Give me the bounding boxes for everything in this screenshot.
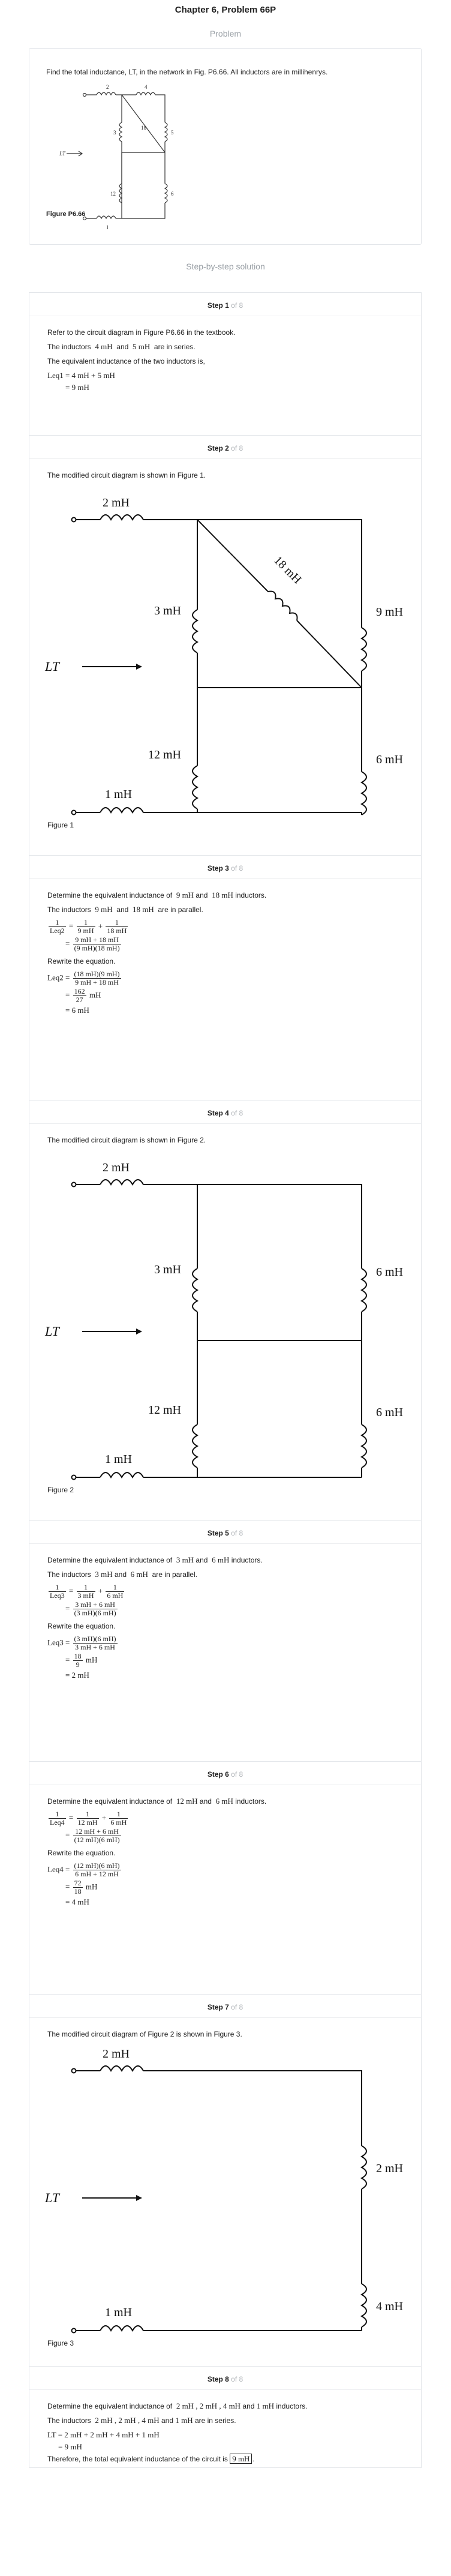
step-5-eq3: Leq3 = (3 mH)(6 mH) 3 mH + 6 mH [47, 1635, 118, 1651]
step-3-rewrite: Rewrite the equation. [47, 957, 116, 965]
step-6-eq4: = 72 18 mH [65, 1879, 98, 1896]
fig2-label-3mh: 3 mH [154, 1263, 181, 1276]
step-2-text: The modified circuit diagram is shown in… [47, 471, 206, 479]
step-2-header: Step 2 of 8 [29, 436, 421, 459]
figure-2: 2 mH 3 mH 6 mH 12 mH 6 mH 1 mH LT [44, 1161, 403, 1480]
step-1-series: The inductors 4 mH and 5 mH are in serie… [47, 342, 196, 351]
figure-1-caption: Figure 1 [47, 821, 74, 829]
fig3-label-1mh: 1 mH [105, 2306, 132, 2319]
step-1-header: Step 1 of 8 [29, 293, 421, 316]
fig3-label-4mh: 4 mH [376, 2300, 403, 2313]
step-5: Step 5 of 8 Determine the equivalent ind… [29, 1520, 422, 1761]
label-1: 1 [106, 224, 109, 230]
label-6: 6 [171, 191, 174, 197]
fig1-label-2mh: 2 mH [103, 496, 130, 509]
step-1: Step 1 of 8 Refer to the circuit diagram… [29, 292, 422, 435]
step-6: Step 6 of 8 Determine the equivalent ind… [29, 1761, 422, 1994]
step-8-text-2: The inductors 2 mH , 2 mH , 4 mH and 1 m… [47, 2416, 236, 2425]
step-4-header: Step 4 of 8 [29, 1100, 421, 1124]
step-7: Step 7 of 8 The modified circuit diagram… [29, 1994, 422, 2366]
step-5-result: = 2 mH [65, 1671, 89, 1680]
fig1-label-6mh: 6 mH [376, 753, 403, 766]
fig1-label-1mh: 1 mH [105, 788, 132, 801]
fig3-label-2mh-top: 2 mH [103, 2047, 130, 2061]
step-8-final: Therefore, the total equivalent inductan… [47, 2454, 254, 2464]
step-6-rewrite: Rewrite the equation. [47, 1849, 116, 1857]
step-8-eq2: = 9 mH [58, 2442, 82, 2451]
step-1-equiv-text: The equivalent inductance of the two ind… [47, 357, 205, 365]
figure-caption: Figure P6.66 [46, 211, 86, 218]
step-6-result: = 4 mH [65, 1897, 89, 1906]
fig2-label-lt: LT [44, 1324, 61, 1339]
fig2-label-12mh: 12 mH [148, 1404, 181, 1417]
step-5-text-1: Determine the equivalent inductance of 3… [47, 1555, 263, 1564]
step-3: Step 3 of 8 Determine the equivalent ind… [29, 855, 422, 1100]
label-4: 4 [145, 84, 148, 90]
label-18: 18 [141, 125, 147, 131]
step-3-header: Step 3 of 8 [29, 856, 421, 879]
fig2-label-2mh: 2 mH [103, 1161, 130, 1174]
step-5-text-2: The inductors 3 mH and 6 mH are in paral… [47, 1570, 197, 1579]
step-3-eq4: = 162 27 mH [65, 987, 101, 1004]
fig1-label-12mh: 12 mH [148, 748, 181, 761]
label-2: 2 [106, 84, 109, 90]
step-5-eq2: = 3 mH + 6 mH (3 mH)(6 mH) [65, 1600, 118, 1617]
step-6-eq2: = 12 mH + 6 mH (12 mH)(6 mH) [65, 1827, 121, 1844]
step-8-text-1: Determine the equivalent inductance of 2… [47, 2401, 308, 2410]
fig2-label-1mh: 1 mH [105, 1453, 132, 1466]
step-2: Step 2 of 8 The modified circuit diagram… [29, 435, 422, 855]
step-1-text: Refer to the circuit diagram in Figure P… [47, 328, 236, 337]
fig2-label-6mh-top: 6 mH [376, 1265, 403, 1279]
label-12: 12 [110, 191, 116, 197]
step-4-text: The modified circuit diagram is shown in… [47, 1136, 206, 1144]
step-8-eq1: LT = 2 mH + 2 mH + 4 mH + 1 mH [47, 2430, 160, 2439]
step-3-eq2: = 9 mH + 18 mH (9 mH)(18 mH) [65, 935, 121, 952]
problem-label: Problem [209, 29, 242, 38]
figure-3-caption: Figure 3 [47, 2339, 74, 2347]
page-title: Chapter 6, Problem 66P [175, 5, 276, 15]
step-4: Step 4 of 8 The modified circuit diagram… [29, 1100, 422, 1520]
label-5: 5 [171, 130, 174, 136]
fig1-label-lt: LT [44, 659, 61, 674]
step-1-eq1: Leq1 = 4 mH + 5 mH [47, 371, 115, 380]
figure-3: 2 mH 2 mH 4 mH 1 mH LT [44, 2047, 403, 2334]
problem-figure: 2 4 3 18 5 12 6 1 LT [59, 84, 174, 230]
fig1-label-18mh: 18 mH [271, 554, 303, 586]
step-8-header: Step 8 of 8 [29, 2367, 421, 2390]
step-6-eq3: Leq4 = (12 mH)(6 mH) 6 mH + 12 mH [47, 1861, 121, 1878]
step-8: Step 8 of 8 Determine the equivalent ind… [29, 2366, 422, 2468]
step-3-eq3: Leq2 = (18 mH)(9 mH) 9 mH + 18 mH [47, 970, 121, 986]
step-3-text-1: Determine the equivalent inductance of 9… [47, 890, 267, 899]
step-5-eq4: = 18 9 mH [65, 1652, 98, 1669]
step-3-result: = 6 mH [65, 1006, 89, 1015]
step-6-text-1: Determine the equivalent inductance of 1… [47, 1797, 267, 1806]
step-3-text-2: The inductors 9 mH and 18 mH are in para… [47, 905, 203, 914]
fig2-label-6mh-bottom: 6 mH [376, 1406, 403, 1419]
label-lt: LT [59, 151, 66, 157]
step-7-header: Step 7 of 8 [29, 1995, 421, 2018]
label-3: 3 [113, 130, 116, 136]
step-5-rewrite: Rewrite the equation. [47, 1622, 116, 1630]
problem-text: Find the total inductance, LT, in the ne… [46, 68, 328, 76]
fig3-label-lt: LT [44, 2190, 61, 2205]
figure-1: 2 mH 3 mH 18 mH 9 mH 12 mH 6 mH 1 mH LT [44, 496, 403, 815]
solution-label: Step-by-step solution [186, 262, 265, 271]
figure-2-caption: Figure 2 [47, 1486, 74, 1494]
fig3-label-2mh-right: 2 mH [376, 2162, 403, 2175]
step-5-header: Step 5 of 8 [29, 1521, 421, 1544]
step-1-eq2: = 9 mH [65, 383, 89, 392]
problem-card: Find the total inductance, LT, in the ne… [29, 48, 422, 245]
fig1-label-3mh: 3 mH [154, 604, 181, 617]
step-7-text: The modified circuit diagram of Figure 2… [47, 2030, 242, 2038]
final-answer: 9 mH [230, 2454, 252, 2464]
fig1-label-9mh: 9 mH [376, 605, 403, 619]
step-6-header: Step 6 of 8 [29, 1762, 421, 1785]
